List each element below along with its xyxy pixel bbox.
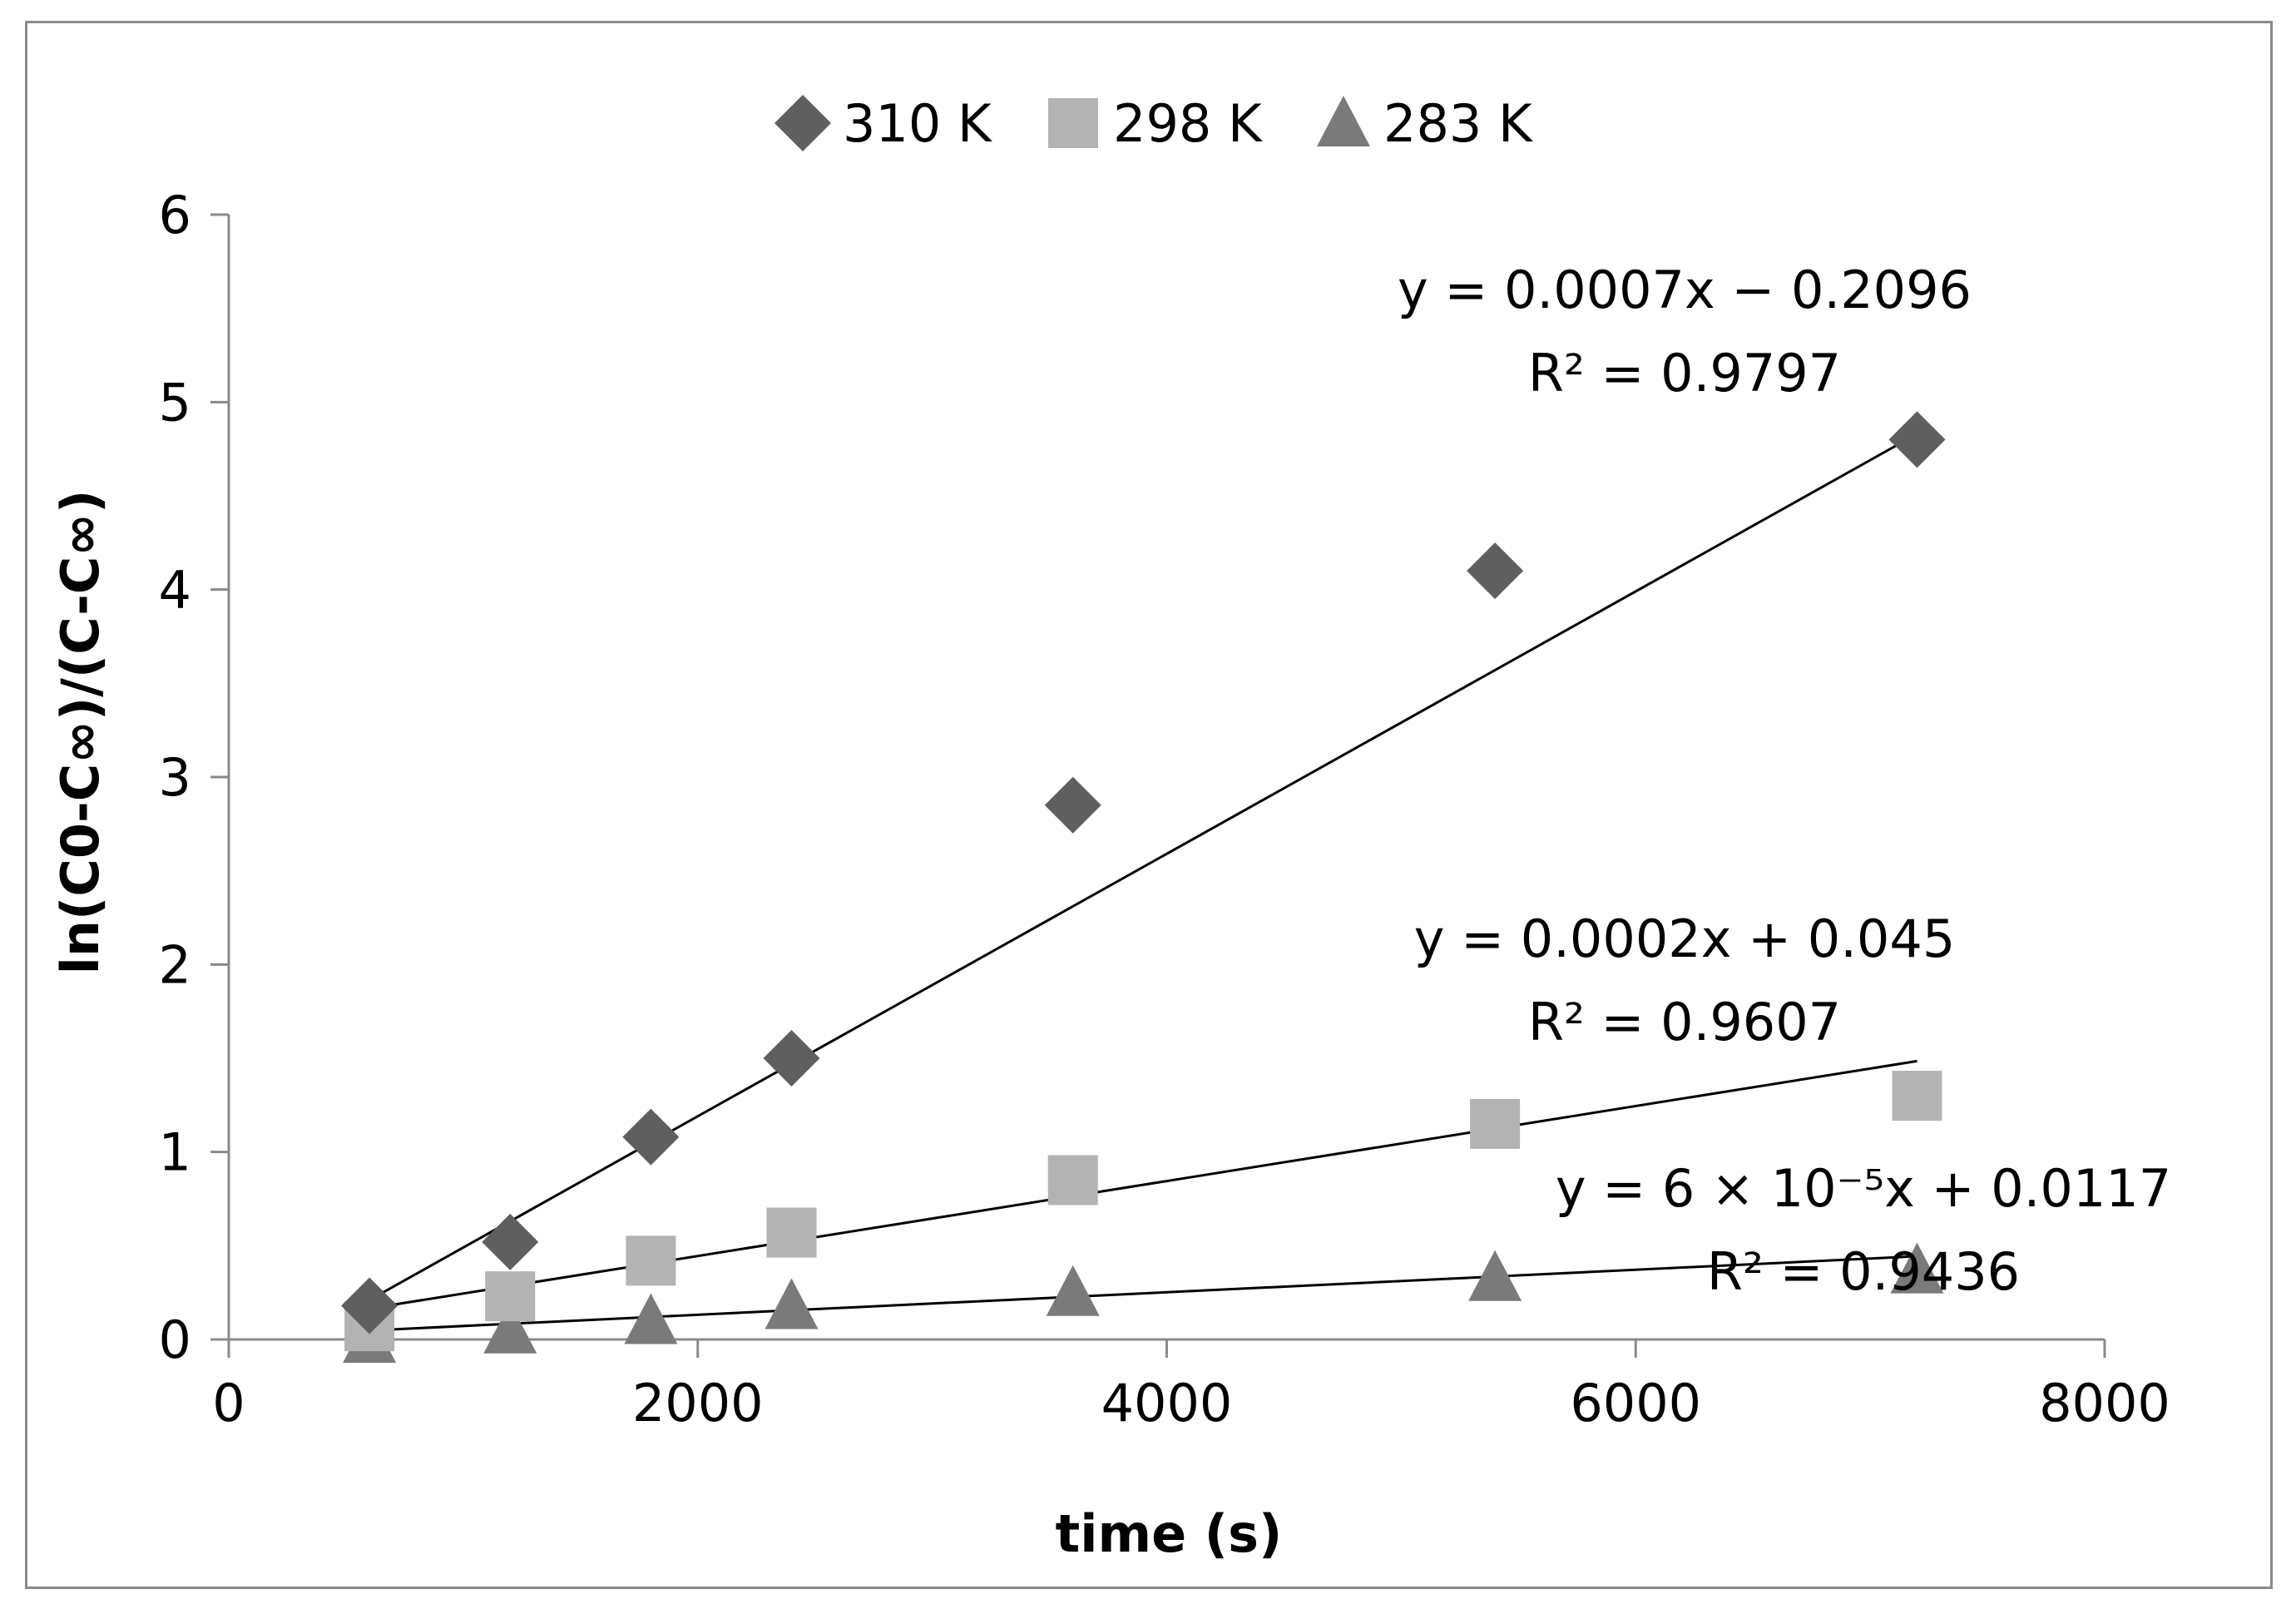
x-tick-label: 0 [212,1373,245,1433]
y-tick-label: 1 [159,1122,191,1183]
legend-marker-310-k [774,95,831,151]
data-point-283-k [483,1302,537,1354]
data-point-310-k [482,1213,539,1270]
data-point-283-k [624,1293,678,1344]
data-point-283-k [1890,1242,1944,1294]
legend-label: 310 K [843,93,992,154]
trendline-equations: y = 0.0007x − 0.2096 R² = 0.9797 y = 0.000… [1398,260,2171,1302]
data-point-310-k [341,1277,398,1334]
trendline-310-k [369,433,1918,1301]
data-point-298-k [626,1235,676,1286]
x-tick-label: 4000 [1101,1373,1233,1433]
data-point-310-k [1044,776,1101,834]
x-tick-label: 8000 [2039,1373,2170,1433]
data-point-310-k [622,1108,680,1166]
data-point-298-k [1470,1098,1521,1149]
legend-marker-298-k [1048,98,1098,148]
x-tick-label: 6000 [1570,1373,1701,1433]
y-axis-title: ln(C0-C∞)/(C-C∞) [50,490,111,975]
trendline-r-squared: R² = 0.9797 [1528,343,1841,404]
data-point-298-k [1892,1071,1942,1121]
legend-label: 298 K [1113,93,1263,154]
trendline-equation: y = 0.0002x + 0.045 [1414,908,1956,969]
data-point-310-k [763,1030,820,1087]
chart-frame [25,21,2273,1589]
data-point-298-k [485,1271,536,1322]
axes: 0 1 2 3 4 5 6 0 2000 4000 6000 8000 [159,185,2170,1433]
y-tick-label: 0 [159,1310,191,1370]
data-points [341,411,1946,1364]
legend-label: 283 K [1383,93,1533,154]
y-tick-label: 2 [159,934,191,995]
data-point-298-k [1047,1155,1098,1206]
data-point-283-k [1468,1250,1522,1301]
trendline-r-squared: R² = 0.9607 [1528,992,1841,1052]
y-tick-label: 6 [159,185,191,245]
data-point-283-k [1046,1265,1100,1316]
data-point-283-k [765,1278,819,1329]
trendline-283-k [369,1255,1917,1332]
y-tick-label: 4 [159,560,191,621]
y-tick-label: 5 [159,372,191,433]
data-point-310-k [1467,542,1524,600]
legend-marker-283-k [1317,96,1370,147]
legend: 310 K 298 K 283 K [774,93,1533,154]
data-point-298-k [766,1207,817,1258]
x-tick-label: 2000 [632,1373,764,1433]
data-point-310-k [1888,411,1946,468]
y-tick-label: 3 [159,747,191,808]
trendline-equation: y = 0.0007x − 0.2096 [1398,260,1972,320]
trendline-r-squared: R² = 0.9436 [1707,1241,2020,1302]
x-axis-title: time (s) [1056,1503,1283,1564]
trendline-equation: y = 6 × 10⁻⁵x + 0.0117 [1556,1158,2171,1219]
